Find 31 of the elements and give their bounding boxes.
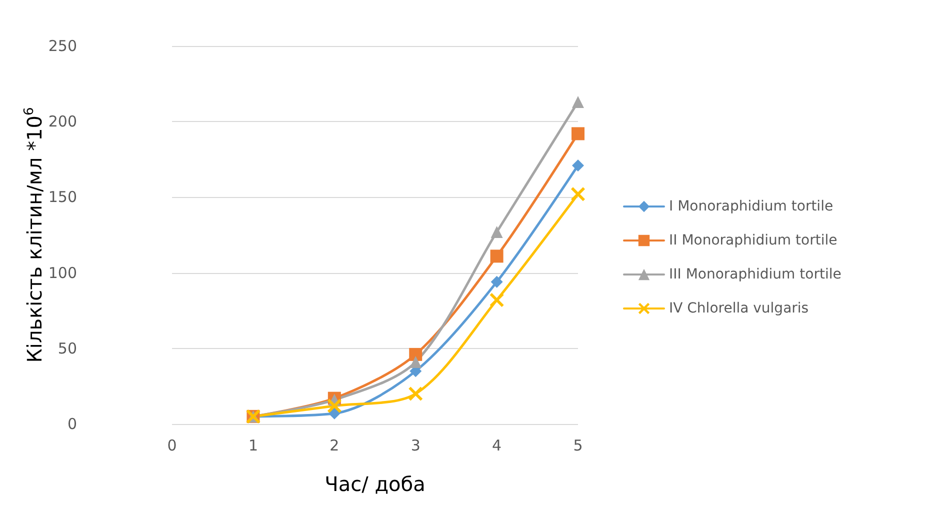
x-tick-label: 4 — [492, 436, 502, 454]
y-tick-label: 50 — [58, 339, 78, 358]
y-tick-label: 250 — [48, 37, 78, 55]
legend-label: II Monoraphidium tortile — [669, 232, 838, 248]
legend-label: III Monoraphidium tortile — [669, 266, 842, 282]
x-tick-label: 3 — [410, 436, 420, 454]
point — [571, 187, 585, 202]
point — [572, 127, 584, 140]
y-tick-label: 100 — [48, 264, 78, 282]
legend-label: I Monoraphidium tortile — [669, 198, 834, 214]
point — [410, 356, 422, 368]
x-tick-label: 5 — [573, 436, 583, 454]
point — [328, 407, 340, 420]
point — [572, 96, 584, 108]
point — [490, 293, 504, 308]
y-tick-label: 200 — [48, 112, 78, 131]
x-axis-title: Час/ доба — [324, 472, 426, 496]
x-tick-label: 0 — [167, 436, 177, 454]
point — [490, 226, 503, 238]
x-tick-label: 2 — [330, 436, 340, 454]
point — [327, 398, 342, 413]
y-tick-label: 150 — [48, 188, 78, 206]
point — [409, 348, 422, 361]
y-axis-title: Кількість клітин/мл *106 — [22, 107, 46, 363]
x-tick-label: 1 — [248, 436, 258, 454]
point — [408, 386, 423, 401]
point — [490, 276, 503, 288]
point — [490, 250, 504, 263]
y-tick-label: 0 — [67, 415, 78, 433]
point — [572, 159, 584, 172]
legend-label: IV Chlorella vulgaris — [669, 300, 809, 316]
